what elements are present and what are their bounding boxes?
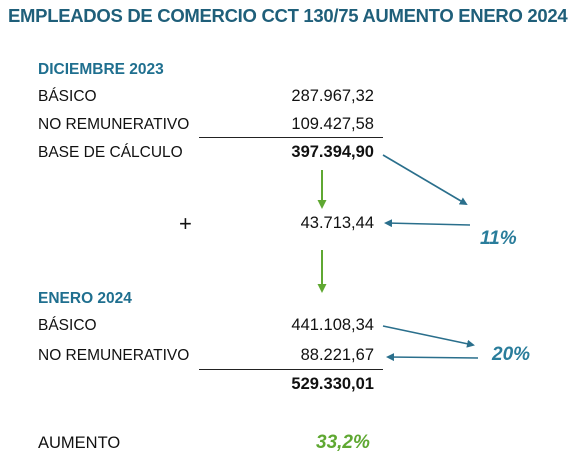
total-value-enero: 529.330,01 [291, 375, 374, 393]
arrow-pct-to-no-rem [386, 353, 479, 362]
section-heading-enero: ENERO 2024 [38, 290, 132, 307]
aumento-percent: 33,2% [316, 432, 370, 453]
subtotal-rule-dic [199, 137, 383, 138]
row-label-basico-ene: BÁSICO [38, 317, 97, 334]
increment-percent: 11% [480, 228, 517, 249]
row-value-no-rem-ene: 88.221,67 [300, 346, 374, 364]
section-heading-diciembre: DICIEMBRE 2023 [38, 61, 164, 78]
row-value-basico-dic: 287.967,32 [291, 87, 374, 105]
row-value-basico-ene: 441.108,34 [291, 316, 374, 334]
page-title: EMPLEADOS DE COMERCIO CCT 130/75 AUMENTO… [8, 5, 568, 26]
arrow-pct-to-increment [384, 219, 471, 228]
row-label-no-rem-dic: NO REMUNERATIVO [38, 116, 190, 133]
arrow-base-to-pct [382, 154, 468, 206]
row-label-no-rem-ene: NO REMUNERATIVO [38, 347, 190, 364]
arrow-basico-to-pct [382, 325, 475, 348]
row-label-basico-dic: BÁSICO [38, 88, 97, 105]
plus-sign: + [179, 211, 192, 236]
row-value-no-rem-dic: 109.427,58 [291, 115, 374, 133]
no-rem-percent: 20% [492, 344, 531, 365]
row-label-base: BASE DE CÁLCULO [38, 144, 183, 161]
subtotal-rule-ene [199, 369, 383, 370]
increment-value: 43.713,44 [300, 214, 374, 232]
row-value-base: 397.394,90 [291, 143, 374, 161]
aumento-label: AUMENTO [38, 434, 121, 452]
